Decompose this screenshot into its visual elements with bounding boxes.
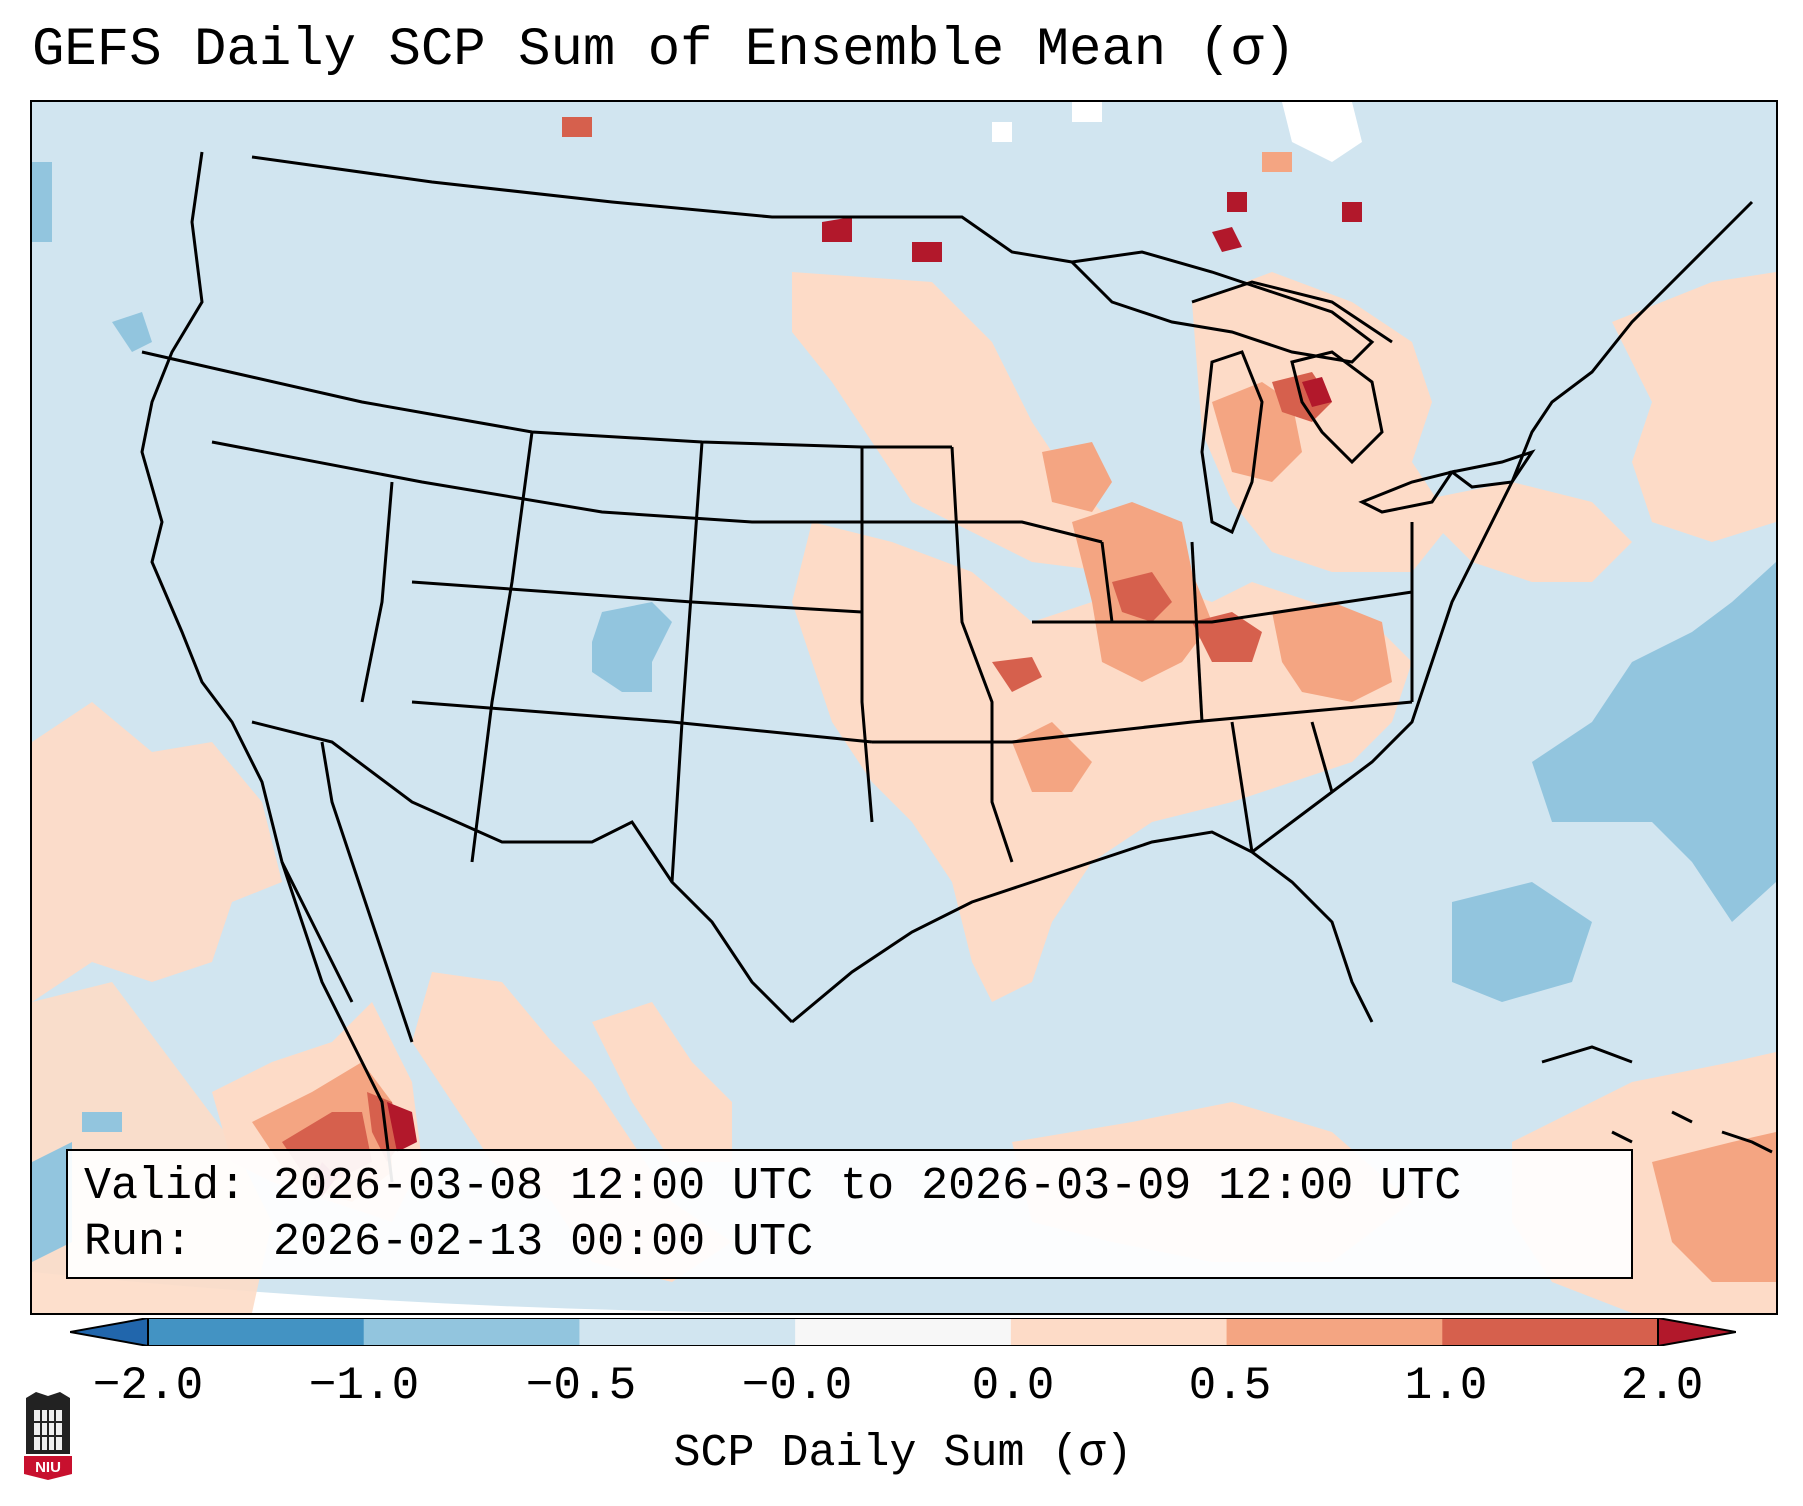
logo-text: NIU bbox=[35, 1459, 61, 1476]
colorbar-tick-label: 0.0 bbox=[971, 1360, 1055, 1412]
colorbar-bin bbox=[1226, 1318, 1443, 1346]
colorbar-bin bbox=[579, 1318, 796, 1346]
colorbar-label: SCP Daily Sum (σ) bbox=[673, 1428, 1133, 1479]
run-time: 2026-02-13 00:00 UTC bbox=[273, 1217, 814, 1268]
state-borders bbox=[140, 151, 1754, 1183]
niu-logo: NIU bbox=[24, 1392, 72, 1480]
colorbar-tick-label: −2.0 bbox=[92, 1360, 204, 1412]
colorbar-bin bbox=[363, 1318, 580, 1346]
colorbar bbox=[70, 1318, 1736, 1346]
colorbar-tick-label: −0.0 bbox=[741, 1360, 853, 1412]
map-canvas bbox=[32, 102, 1776, 1313]
colorbar-bin bbox=[1442, 1318, 1659, 1346]
colorbar-under-arrow bbox=[70, 1318, 149, 1346]
colorbar-bin bbox=[1010, 1318, 1228, 1346]
valid-range: 2026-03-08 12:00 UTC to 2026-03-09 12:00… bbox=[273, 1161, 1462, 1212]
colorbar-tick-label: 2.0 bbox=[1620, 1360, 1704, 1412]
colorbar-tick-label: 1.0 bbox=[1404, 1360, 1488, 1412]
colorbar-tick-label: 0.5 bbox=[1188, 1360, 1272, 1412]
valid-label: Valid: bbox=[84, 1161, 247, 1212]
colorbar-bin bbox=[795, 1318, 1012, 1346]
page-title: GEFS Daily SCP Sum of Ensemble Mean (σ) bbox=[32, 20, 1296, 81]
great-lakes bbox=[1068, 250, 1536, 535]
colorbar-tick-label: −0.5 bbox=[525, 1360, 637, 1412]
caribbean-islands bbox=[1541, 1045, 1773, 1154]
colorbar-over-arrow bbox=[1657, 1318, 1736, 1346]
anomaly-field bbox=[32, 102, 1776, 1313]
map-panel bbox=[30, 100, 1778, 1315]
colorbar-bin bbox=[148, 1318, 365, 1346]
validity-info-box: Valid: 2026-03-08 12:00 UTC to 2026-03-0… bbox=[66, 1149, 1633, 1279]
run-label: Run: bbox=[84, 1217, 193, 1268]
colorbar-tick-label: −1.0 bbox=[308, 1360, 420, 1412]
